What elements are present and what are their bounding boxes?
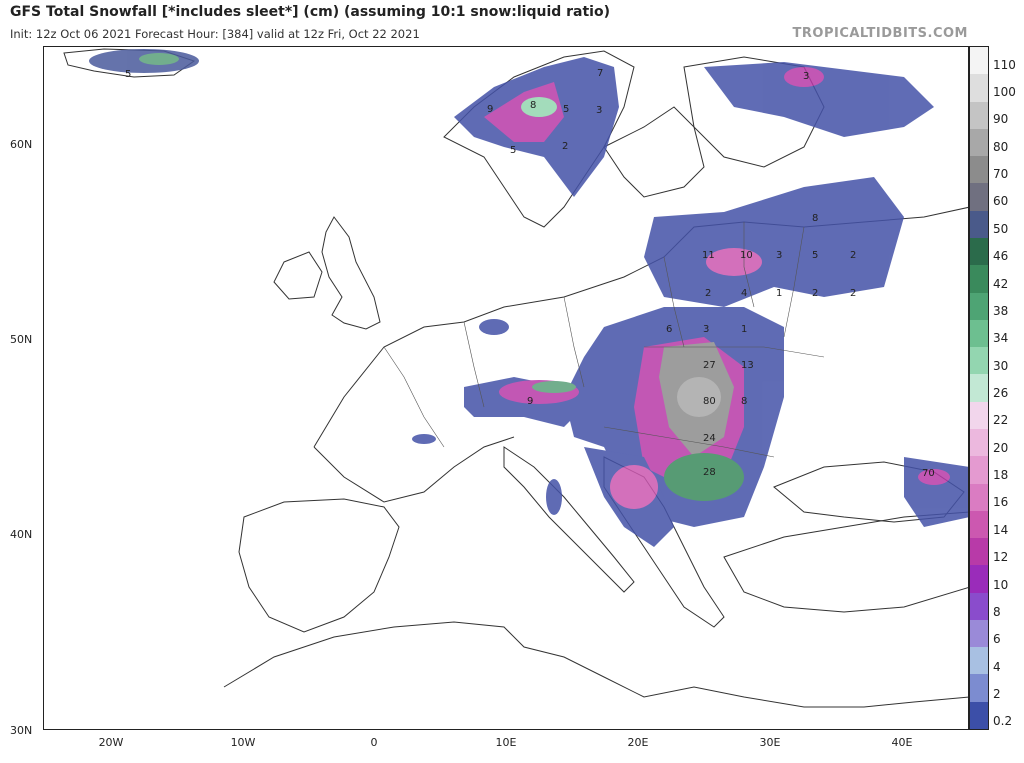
colorbar-swatch [970, 619, 988, 648]
colorbar-swatch [970, 401, 988, 429]
snowfall-value-label: 3 [596, 105, 603, 116]
snowfall-value-label: 70 [922, 468, 935, 479]
snowfall-value-label: 7 [597, 68, 604, 79]
colorbar-label: 14 [993, 522, 1009, 537]
colorbar-label: 90 [993, 112, 1009, 127]
snowfall-value-label: 8 [530, 100, 537, 111]
snowfall-value-label: 2 [812, 288, 819, 299]
snowfall-value-label: 2 [850, 250, 857, 261]
colorbar-swatch [970, 456, 988, 484]
snowfall-value-label: 3 [776, 250, 783, 261]
colorbar-swatch [970, 101, 988, 129]
colorbar-swatch [970, 510, 988, 539]
colorbar-label: 30 [993, 358, 1009, 373]
colorbar-label: 70 [993, 167, 1009, 182]
snowfall-value-label: 5 [812, 250, 819, 261]
snowfall-value-label: 5 [563, 104, 570, 115]
colorbar-swatch [970, 647, 988, 675]
colorbar-label: 8 [993, 604, 1001, 619]
snowfall-value-label: 10 [740, 250, 753, 261]
snowfall-value-label: 8 [741, 396, 748, 407]
colorbar-label: 6 [993, 632, 1001, 647]
colorbar-swatch [970, 538, 988, 566]
snowfall-value-label: 13 [741, 360, 754, 371]
lon-label-0: 0 [370, 736, 378, 749]
colorbar-swatch [970, 47, 988, 75]
lon-label-10e: 10E [495, 736, 517, 749]
snowfall-value-label: 8 [812, 213, 819, 224]
lat-label-60n: 60N [10, 138, 33, 151]
colorbar-label: 110 [993, 57, 1016, 72]
colorbar-swatch [970, 292, 988, 320]
colorbar-swatch [970, 483, 988, 511]
colorbar-swatch [970, 565, 988, 593]
colorbar-label: 2 [993, 686, 1001, 701]
colorbar-swatch [970, 374, 988, 402]
colorbar-label: 18 [993, 468, 1009, 483]
colorbar-label: 46 [993, 249, 1009, 264]
colorbar-swatch [970, 347, 988, 375]
map-graphic [63, 48, 968, 708]
colorbar-label: 38 [993, 303, 1009, 318]
colorbar-swatch [970, 128, 988, 157]
snowfall-value-label: 28 [703, 467, 716, 478]
chart-title: GFS Total Snowfall [*includes sleet*] (c… [10, 4, 610, 20]
snowfall-value-label: 2 [705, 288, 712, 299]
colorbar-label: 100 [993, 85, 1016, 100]
snowfall-value-label: 5 [510, 145, 517, 156]
lon-label-40e: 40E [891, 736, 913, 749]
colorbar-label: 80 [993, 139, 1009, 154]
colorbar-swatch [970, 237, 988, 266]
lat-label-30n: 30N [10, 724, 33, 737]
snowfall-value-label: 5 [125, 69, 132, 80]
colorbar-label: 12 [993, 550, 1009, 565]
snowfall-value-label: 24 [703, 433, 716, 444]
snowfall-value-label: 27 [703, 360, 716, 371]
colorbar-swatch [970, 183, 988, 211]
snowfall-value-label: 3 [703, 324, 710, 335]
colorbar-label: 42 [993, 276, 1009, 291]
colorbar-swatch [970, 428, 988, 457]
colorbar-swatch [970, 701, 988, 730]
colorbar-label: 34 [993, 331, 1009, 346]
snowfall-value-label: 4 [741, 288, 748, 299]
lat-label-50n: 50N [10, 333, 33, 346]
colorbar-swatch [970, 592, 988, 620]
chart-subtitle: Init: 12z Oct 06 2021 Forecast Hour: [38… [10, 27, 420, 41]
snowfall-value-label: 2 [562, 141, 569, 152]
snowfall-value-label: 9 [527, 396, 534, 407]
colorbar-label: 22 [993, 413, 1009, 428]
colorbar-label: 50 [993, 221, 1009, 236]
snowfall-value-label: 1 [776, 288, 783, 299]
colorbar-label: 20 [993, 440, 1009, 455]
lon-label-30e: 30E [759, 736, 781, 749]
map-panel [43, 46, 969, 730]
colorbar-swatch [970, 156, 988, 184]
colorbar-label: 26 [993, 386, 1009, 400]
snowfall-value-label: 80 [703, 396, 716, 407]
colorbar-label: 4 [993, 659, 1001, 674]
snowfall-value-label: 2 [850, 288, 857, 299]
brand-watermark: TROPICALTIDBITS.COM [792, 26, 968, 41]
colorbar-swatch [970, 74, 988, 102]
lon-label-20e: 20E [627, 736, 649, 749]
colorbar-swatch [970, 265, 988, 293]
colorbar-label: 16 [993, 495, 1009, 510]
colorbar-swatch [970, 319, 988, 348]
snowfall-value-label: 1 [741, 324, 748, 335]
colorbar-swatch [970, 674, 988, 702]
snowfall-value-label: 9 [487, 104, 494, 115]
colorbar [969, 46, 989, 730]
lon-label-10w: 10W [230, 736, 256, 749]
snowfall-value-label: 6 [666, 324, 673, 335]
snowfall-value-label: 11 [702, 250, 715, 261]
colorbar-swatch [970, 210, 988, 238]
lat-label-40n: 40N [10, 528, 33, 541]
colorbar-label: 60 [993, 194, 1009, 209]
lon-label-20w: 20W [98, 736, 124, 749]
colorbar-label: 10 [993, 577, 1009, 592]
colorbar-label: 0.2 [993, 714, 1013, 729]
snowfall-value-label: 3 [803, 71, 810, 82]
